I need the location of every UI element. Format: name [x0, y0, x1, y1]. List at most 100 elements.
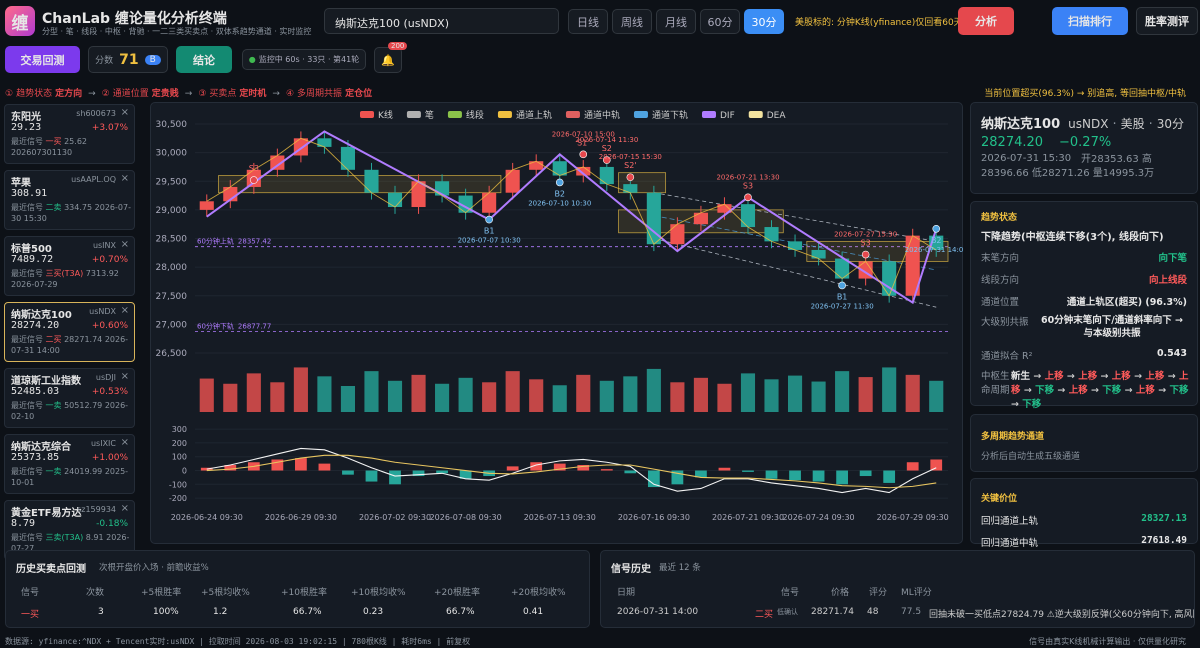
watch-item[interactable]: 道琼斯工业指数 usDJI × 52485.03 +0.53% 最近信号 一卖 50512…: [4, 368, 135, 428]
header-button[interactable]: 扫描排行: [1052, 7, 1128, 35]
trend-row-label: 大级别共振: [981, 317, 1029, 328]
macd-bar: [224, 465, 237, 471]
watch-close[interactable]: ×: [120, 173, 129, 184]
watch-change: -0.18%: [96, 519, 128, 529]
x-tick-label: 2026-07-16 09:30: [618, 513, 690, 522]
step-verb: 定时机: [239, 89, 267, 99]
conclusion-button[interactable]: 结论: [176, 46, 232, 73]
volume-bar: [670, 382, 685, 412]
backtest-cell: 0.41: [523, 607, 544, 617]
signal-label: S3: [861, 239, 871, 248]
arrow: →: [1154, 385, 1170, 396]
y2-tick-label: 100: [172, 453, 187, 462]
candle-body: [576, 166, 591, 176]
watch-close[interactable]: ×: [120, 239, 129, 250]
header-button[interactable]: 分析: [958, 7, 1014, 35]
candle-body: [787, 241, 803, 250]
signal-date: 2026-07-29: [11, 280, 58, 289]
period-button[interactable]: 60分: [700, 9, 740, 34]
signal-time: 2026-07-21 13:30: [716, 173, 779, 181]
quote-price: 28274.20: [981, 135, 1044, 150]
candle-body: [693, 212, 708, 225]
candle-body: [199, 201, 214, 210]
y2-tick-label: 0: [182, 467, 187, 476]
volume-bar: [646, 368, 661, 412]
volume-bar: [364, 371, 379, 412]
y-tick-label: 29,000: [156, 206, 188, 216]
watch-close[interactable]: ×: [120, 305, 129, 316]
watch-close[interactable]: ×: [120, 503, 129, 514]
backtest-subtitle: 次根开盘价入场 · 前瞻收益%: [99, 563, 209, 573]
dea-line: [206, 454, 937, 489]
step-name: 趋势状态: [16, 89, 53, 99]
history-header: ML评分: [901, 588, 932, 598]
signal-dot: [485, 215, 493, 224]
lifecycle-step: 新生: [1011, 371, 1031, 382]
candle-body: [717, 204, 732, 213]
step-arrow: →: [184, 89, 193, 99]
watch-code: usAAPL.OQ: [71, 175, 116, 184]
backtest-button[interactable]: 交易回测: [5, 46, 80, 73]
macd-bar: [647, 470, 660, 488]
backtest-cell: 1.2: [213, 607, 228, 617]
watch-price: 308.91: [11, 188, 48, 199]
signal-name: 二卖: [45, 203, 62, 212]
backtest-header: +10根均收%: [351, 588, 406, 598]
candle-body: [340, 146, 356, 170]
period-button[interactable]: 月线: [656, 9, 696, 34]
history-title: 信号历史: [611, 564, 651, 575]
backtest-header: +5根均收%: [201, 588, 250, 598]
lifecycle-step: 下移: [1169, 385, 1189, 396]
watch-close[interactable]: ×: [120, 371, 129, 382]
quote-period: 30分: [1156, 117, 1185, 131]
signal-label: 最近信号: [11, 533, 43, 542]
watch-close[interactable]: ×: [120, 107, 129, 118]
step-arrow: →: [88, 89, 96, 99]
legend-label: 笔: [425, 109, 434, 121]
watch-signal: 最近信号 二卖 334.75 2026-07-30 15:30: [11, 202, 133, 224]
watch-item[interactable]: 标普500 usINX × 7489.72 +0.70% 最近信号 三买(T3A) 731…: [4, 236, 135, 296]
macd-bar: [695, 470, 707, 478]
period-button[interactable]: 日线: [568, 9, 608, 34]
period-button[interactable]: 周线: [612, 9, 652, 34]
volume-bar: [599, 380, 614, 412]
symbol-search[interactable]: 纳斯达克100 (usNDX): [324, 8, 559, 34]
watch-item[interactable]: 苹果 usAAPL.OQ × 308.91 最近信号 二卖 334.75 2026-07…: [4, 170, 135, 230]
grade: B: [144, 54, 161, 65]
legend-swatch: [633, 111, 648, 118]
arrow: →: [1121, 385, 1136, 396]
candle-body: [623, 184, 638, 193]
macd-bar: [812, 470, 825, 482]
alerts-button[interactable]: 🔔: [374, 47, 402, 73]
candle-body: [505, 169, 520, 193]
header-button[interactable]: 胜率测评: [1136, 7, 1198, 35]
signal-dot: [744, 193, 752, 202]
multi-text: 分析后自动生成五级通道: [981, 452, 1081, 462]
period-button[interactable]: 30分: [744, 9, 784, 34]
watch-change: +0.60%: [91, 321, 128, 331]
watch-item[interactable]: 东阳光 sh600673 × 29.23 +3.07% 最近信号 一买 25.62 202…: [4, 104, 135, 164]
watch-change: +0.70%: [91, 255, 128, 265]
x-tick-label: 2026-07-24 09:30: [783, 513, 855, 522]
channel-upper: [653, 192, 937, 242]
signal-name: 一卖: [45, 401, 62, 410]
volume-bar: [246, 373, 261, 412]
macd-bar: [342, 470, 354, 475]
watch-item[interactable]: 纳斯达克100 usNDX × 28274.20 +0.60% 最近信号 二买 28271…: [4, 302, 135, 362]
legend-swatch: [497, 111, 512, 118]
signal-label: S2: [602, 144, 612, 153]
trend-row-value: 向下笔: [1158, 253, 1187, 264]
watch-signal: 最近信号 一卖 50512.79 2026-02-10: [11, 400, 133, 422]
lifecycle-step: 下移: [1035, 385, 1055, 396]
macd-bar: [577, 465, 590, 471]
trend-row-value: 0.543: [1156, 348, 1187, 359]
watch-close[interactable]: ×: [120, 437, 129, 448]
volume-bar: [576, 374, 591, 412]
signal-price: 7313.92: [85, 269, 119, 278]
multi-card: 多周期趋势通道 分析后自动生成五级通道: [970, 414, 1198, 472]
volume-bar: [387, 380, 403, 412]
watch-item[interactable]: 纳斯达克综合 usIXIC × 25373.85 +1.00% 最近信号 一卖 24019…: [4, 434, 135, 494]
footer-right: 信号由真实K线机械计算输出 · 仅供量化研究: [1029, 637, 1186, 646]
candle-body: [529, 161, 544, 170]
signal-label: 最近信号: [11, 467, 43, 476]
